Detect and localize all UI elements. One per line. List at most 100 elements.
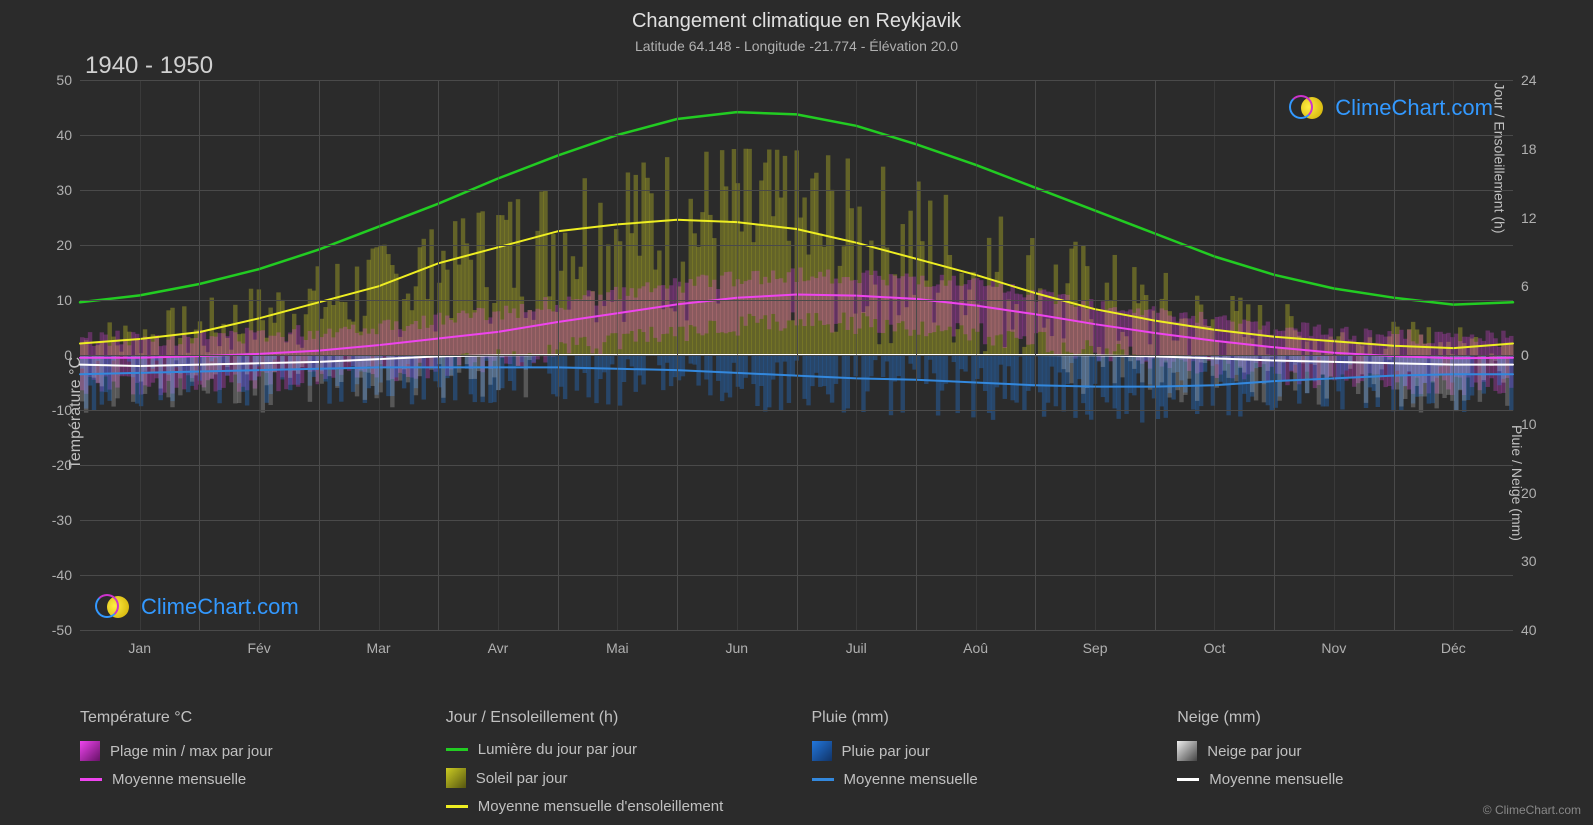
y-left-tick: 30 (56, 182, 72, 198)
y-left-tick: -40 (52, 567, 72, 583)
y-right-bottom-tick: 10 (1521, 416, 1537, 432)
x-month-tick: Jun (725, 640, 748, 656)
legend-header: Neige (mm) (1177, 709, 1513, 727)
grid-line (617, 80, 618, 630)
grid-line (379, 80, 380, 630)
legend-column: Neige (mm) Neige par jour Moyenne mensuell… (1177, 709, 1513, 815)
legend-item: Pluie par jour (812, 741, 1148, 761)
watermark-text: ClimeChart.com (141, 594, 299, 620)
legend-swatch-icon (80, 741, 100, 761)
y-left-tick: -10 (52, 402, 72, 418)
watermark-text: ClimeChart.com (1335, 95, 1493, 121)
legend-header: Température °C (80, 709, 416, 727)
watermark-bottom: ClimeChart.com (95, 594, 299, 620)
y-right-bottom-tick: 0 (1521, 347, 1529, 363)
y-right-top-tick: 6 (1521, 278, 1529, 294)
legend-header: Pluie (mm) (812, 709, 1148, 727)
year-range-label: 1940 - 1950 (85, 52, 213, 80)
grid-line (558, 80, 559, 630)
grid-line (498, 80, 499, 630)
grid-line (856, 80, 857, 630)
x-month-tick: Oct (1204, 640, 1226, 656)
y-left-tick: 50 (56, 72, 72, 88)
chart-title: Changement climatique en Reykjavik (0, 10, 1593, 33)
x-month-tick: Juil (846, 640, 867, 656)
grid-line (737, 80, 738, 630)
climechart-logo-icon (95, 594, 135, 620)
legend-swatch-icon (812, 741, 832, 761)
legend-column: Jour / Ensoleillement (h) Lumière du jour… (446, 709, 782, 815)
y-right-top-tick: 18 (1521, 141, 1537, 157)
legend-line-icon (80, 778, 102, 781)
legend-item: Plage min / max par jour (80, 741, 416, 761)
y-left-tick: -20 (52, 457, 72, 473)
grid-line (319, 80, 320, 630)
legend-item: Neige par jour (1177, 741, 1513, 761)
grid-line (797, 80, 798, 630)
y-right-top-tick: 24 (1521, 72, 1537, 88)
legend-line-icon (446, 805, 468, 808)
y-left-tick: 0 (64, 347, 72, 363)
legend-label: Moyenne mensuelle (844, 771, 978, 788)
chart-subtitle: Latitude 64.148 - Longitude -21.774 - Él… (0, 38, 1593, 54)
legend-item: Lumière du jour par jour (446, 741, 782, 758)
y-left-tick: -30 (52, 512, 72, 528)
legend-label: Neige par jour (1207, 743, 1301, 760)
climechart-logo-icon (1289, 95, 1329, 121)
legend-item: Soleil par jour (446, 768, 782, 788)
y-right-bottom-tick: 30 (1521, 553, 1537, 569)
grid-line (1394, 80, 1395, 630)
legend-label: Moyenne mensuelle d'ensoleillement (478, 798, 724, 815)
y-right-bottom-tick: 40 (1521, 622, 1537, 638)
grid-line (677, 80, 678, 630)
grid-line (259, 80, 260, 630)
y-left-tick: 10 (56, 292, 72, 308)
grid-line (1274, 80, 1275, 630)
grid-line (1214, 80, 1215, 630)
legend-label: Plage min / max par jour (110, 743, 273, 760)
legend-header: Jour / Ensoleillement (h) (446, 709, 782, 727)
legend-item: Moyenne mensuelle (812, 771, 1148, 788)
y-left-tick: -50 (52, 622, 72, 638)
legend-label: Lumière du jour par jour (478, 741, 637, 758)
x-month-tick: Jan (128, 640, 151, 656)
y-right-top-tick: 12 (1521, 210, 1537, 226)
legend-item: Moyenne mensuelle (1177, 771, 1513, 788)
grid-line (80, 630, 1513, 631)
legend-label: Pluie par jour (842, 743, 930, 760)
x-month-tick: Aoû (963, 640, 988, 656)
x-month-tick: Mai (606, 640, 629, 656)
legend-label: Moyenne mensuelle (112, 771, 246, 788)
legend-label: Soleil par jour (476, 770, 568, 787)
grid-line (1095, 80, 1096, 630)
x-month-tick: Mar (366, 640, 390, 656)
grid-line (976, 80, 977, 630)
legend-column: Température °C Plage min / max par jour Mo… (80, 709, 416, 815)
x-month-tick: Nov (1321, 640, 1346, 656)
legend-line-icon (1177, 778, 1199, 781)
x-month-tick: Fév (247, 640, 270, 656)
x-month-tick: Avr (488, 640, 509, 656)
legend: Température °C Plage min / max par jour Mo… (80, 709, 1513, 815)
legend-item: Moyenne mensuelle (80, 771, 416, 788)
x-month-tick: Déc (1441, 640, 1466, 656)
grid-line (916, 80, 917, 630)
y-right-bottom-tick: 20 (1521, 485, 1537, 501)
grid-line (1155, 80, 1156, 630)
grid-line (1035, 80, 1036, 630)
y-left-tick: 20 (56, 237, 72, 253)
legend-item: Moyenne mensuelle d'ensoleillement (446, 798, 782, 815)
legend-line-icon (812, 778, 834, 781)
copyright-text: © ClimeChart.com (1483, 803, 1581, 817)
legend-line-icon (446, 748, 468, 751)
legend-swatch-icon (1177, 741, 1197, 761)
x-month-tick: Sep (1083, 640, 1108, 656)
y-left-tick: 40 (56, 127, 72, 143)
legend-swatch-icon (446, 768, 466, 788)
grid-line (140, 80, 141, 630)
plot-area: -50-40-30-20-100102030405006121824010203… (80, 80, 1513, 630)
grid-line (438, 80, 439, 630)
legend-label: Moyenne mensuelle (1209, 771, 1343, 788)
climate-chart: Changement climatique en Reykjavik Latit… (0, 0, 1593, 825)
grid-line (199, 80, 200, 630)
